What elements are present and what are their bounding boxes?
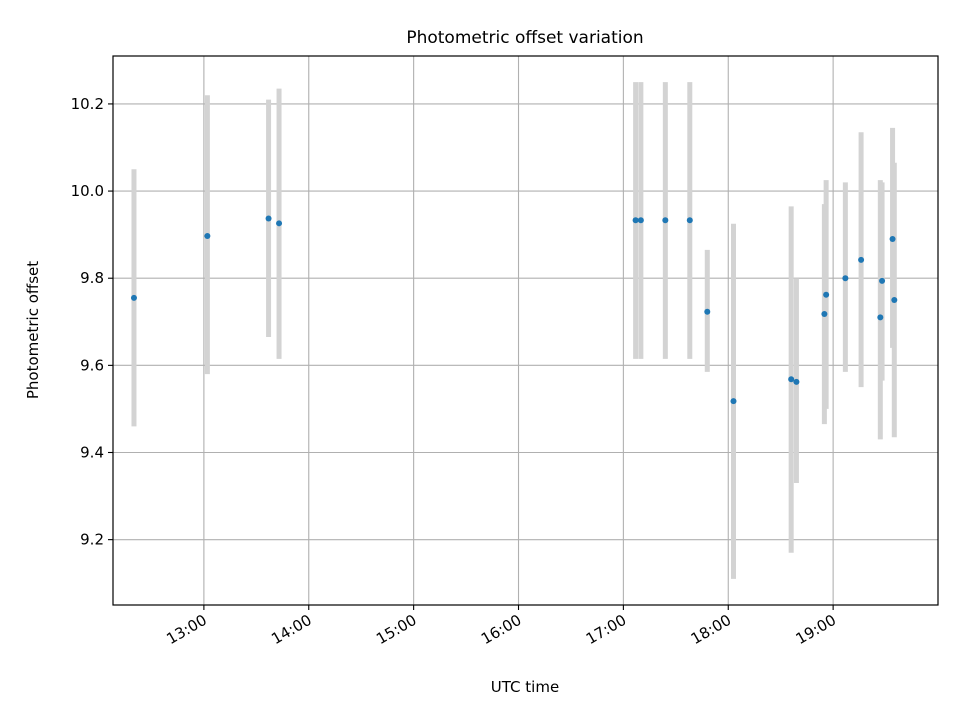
data-point <box>788 376 795 383</box>
data-point <box>823 291 830 298</box>
data-points <box>130 215 898 405</box>
data-point <box>265 215 272 222</box>
data-point <box>891 297 898 303</box>
y-axis-ticks: 9.2 9.4 9.6 9.8 10.0 10.2 <box>71 95 113 549</box>
grid <box>113 56 938 605</box>
x-axis-label: UTC time <box>491 678 559 696</box>
y-axis-label: Photometric offset <box>24 261 42 399</box>
data-point <box>632 217 639 224</box>
data-point <box>858 256 865 263</box>
data-point <box>704 308 711 315</box>
plot-frame <box>112 55 939 606</box>
data-point <box>730 398 737 405</box>
chart-title: Photometric offset variation <box>406 28 643 48</box>
y-tick-label: 9.8 <box>80 269 104 287</box>
data-point <box>637 217 644 224</box>
y-tick-label: 9.2 <box>80 531 104 549</box>
data-point <box>879 277 886 284</box>
y-tick-label: 9.6 <box>80 356 104 374</box>
y-tick-label: 10.2 <box>71 95 104 113</box>
data-point <box>889 236 896 242</box>
data-point <box>662 217 669 224</box>
y-tick-label: 9.4 <box>80 444 104 462</box>
data-point <box>130 294 137 301</box>
data-point <box>204 232 211 239</box>
data-point <box>793 378 800 385</box>
data-point <box>842 275 849 282</box>
data-point <box>877 314 884 321</box>
y-tick-label: 10.0 <box>71 182 104 200</box>
data-point <box>276 220 283 227</box>
data-point <box>821 310 828 317</box>
data-point <box>686 217 693 224</box>
